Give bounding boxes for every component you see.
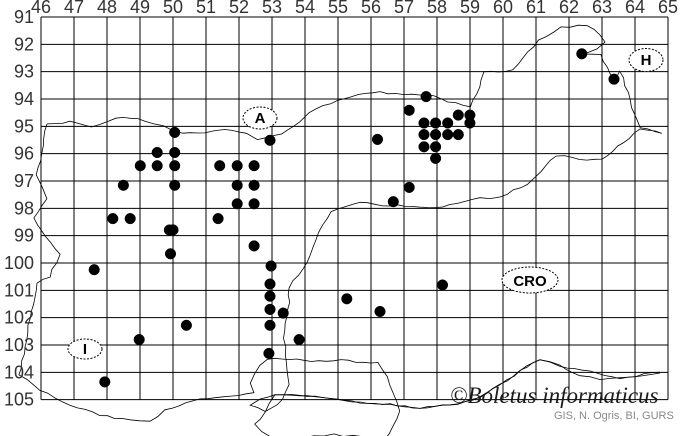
svg-text:A: A [255,110,266,127]
svg-text:101: 101 [4,280,34,300]
svg-text:55: 55 [328,0,348,17]
svg-text:104: 104 [4,362,34,382]
svg-text:60: 60 [493,0,513,17]
svg-text:57: 57 [394,0,414,17]
svg-text:98: 98 [14,198,34,218]
svg-text:©Boletus informaticus: ©Boletus informaticus [450,383,659,408]
svg-text:58: 58 [427,0,447,17]
svg-text:93: 93 [14,62,34,82]
svg-text:GIS, N. Ogris, BI, GURS: GIS, N. Ogris, BI, GURS [554,410,674,422]
svg-text:65: 65 [658,0,678,17]
svg-text:56: 56 [361,0,381,17]
svg-text:50: 50 [163,0,183,17]
svg-text:99: 99 [14,226,34,246]
svg-text:102: 102 [4,308,34,328]
svg-text:48: 48 [97,0,117,17]
svg-text:53: 53 [262,0,282,17]
svg-text:92: 92 [14,34,34,54]
svg-text:54: 54 [295,0,315,17]
svg-text:59: 59 [460,0,480,17]
svg-text:61: 61 [526,0,546,17]
svg-text:63: 63 [592,0,612,17]
svg-text:I: I [83,341,87,358]
svg-text:100: 100 [4,253,34,273]
svg-text:64: 64 [625,0,645,17]
svg-text:CRO: CRO [513,273,547,290]
svg-text:105: 105 [4,390,34,410]
svg-text:H: H [641,52,652,69]
svg-text:91: 91 [14,7,34,27]
svg-text:49: 49 [130,0,150,17]
svg-text:103: 103 [4,335,34,355]
svg-text:94: 94 [14,89,34,109]
svg-text:47: 47 [64,0,84,17]
svg-text:97: 97 [14,171,34,191]
svg-text:96: 96 [14,144,34,164]
svg-text:95: 95 [14,116,34,136]
svg-text:51: 51 [196,0,216,17]
svg-text:52: 52 [229,0,249,17]
svg-text:62: 62 [559,0,579,17]
